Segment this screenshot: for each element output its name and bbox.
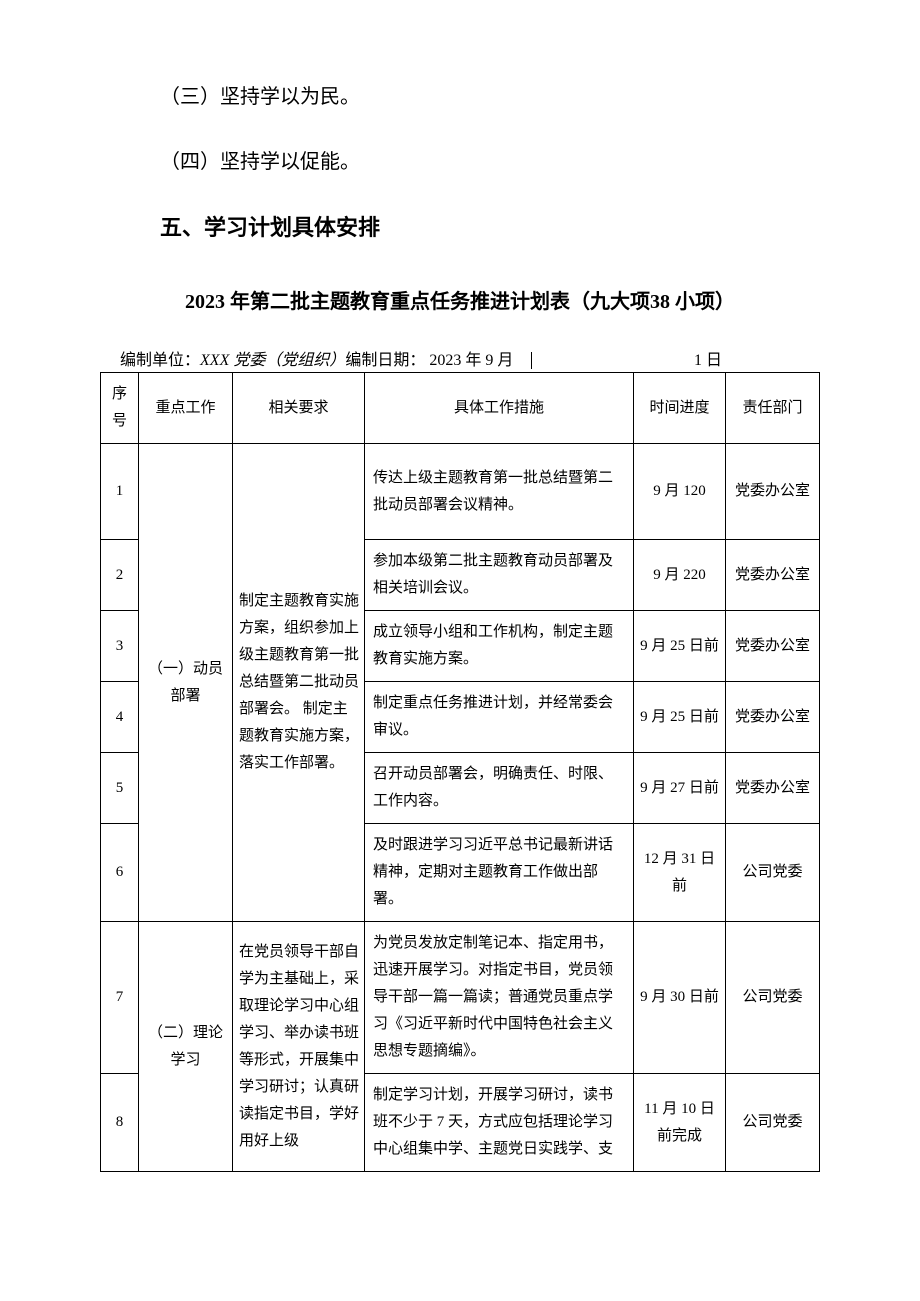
- cell-measure: 为党员发放定制笔记本、指定用书，迅速开展学习。对指定书目，党员领导干部一篇一篇读…: [365, 922, 634, 1074]
- th-req: 相关要求: [233, 373, 365, 444]
- paragraph-3: （三）坚持学以为民。: [100, 80, 820, 109]
- cell-time: 9 月 30 日前: [634, 922, 726, 1074]
- section-heading-5: 五、学习计划具体安排: [100, 210, 820, 242]
- meta-row: 编制单位：XXX 党委（党组织）编制日期：2023 年 9 月 1 日: [100, 350, 820, 372]
- meta-unit: 编制单位：XXX 党委（党组织）编制日期：2023 年 9 月: [120, 350, 680, 372]
- cell-seq: 4: [101, 682, 139, 753]
- cell-seq: 5: [101, 753, 139, 824]
- th-measure: 具体工作措施: [365, 373, 634, 444]
- cell-dept: 公司党委: [726, 824, 820, 922]
- cell-time: 9 月 120: [634, 444, 726, 540]
- cell-seq: 7: [101, 922, 139, 1074]
- cell-dept: 党委办公室: [726, 444, 820, 540]
- cell-dept: 党委办公室: [726, 682, 820, 753]
- cell-focus-group2: （二）理论学习: [139, 922, 233, 1172]
- cell-measure: 参加本级第二批主题教育动员部署及相关培训会议。: [365, 540, 634, 611]
- cell-seq: 2: [101, 540, 139, 611]
- cell-measure: 成立领导小组和工作机构，制定主题教育实施方案。: [365, 611, 634, 682]
- plan-table-title: 2023 年第二批主题教育重点任务推进计划表（九大项38 小项）: [100, 278, 820, 326]
- cell-time: 9 月 25 日前: [634, 682, 726, 753]
- th-time: 时间进度: [634, 373, 726, 444]
- cell-dept: 党委办公室: [726, 753, 820, 824]
- cell-dept: 公司党委: [726, 1074, 820, 1172]
- table-header-row: 序号 重点工作 相关要求 具体工作措施 时间进度 责任部门: [101, 373, 820, 444]
- table-row: 1 （一）动员部署 制定主题教育实施方案，组织参加上级主题教育第一批总结暨第二批…: [101, 444, 820, 540]
- cell-time: 12 月 31 日前: [634, 824, 726, 922]
- cell-dept: 党委办公室: [726, 540, 820, 611]
- paragraph-4: （四）坚持学以促能。: [100, 145, 820, 174]
- cell-seq: 8: [101, 1074, 139, 1172]
- cell-time: 11 月 10 日前完成: [634, 1074, 726, 1172]
- cell-req-group2: 在党员领导干部自学为主基础上，采取理论学习中心组学习、举办读书班等形式，开展集中…: [233, 922, 365, 1172]
- cell-measure: 制定学习计划，开展学习研讨，读书班不少于 7 天，方式应包括理论学习中心组集中学…: [365, 1074, 634, 1172]
- cell-dept: 公司党委: [726, 922, 820, 1074]
- cell-req-group1: 制定主题教育实施方案，组织参加上级主题教育第一批总结暨第二批动员部署会。 制定主…: [233, 444, 365, 922]
- cell-measure: 传达上级主题教育第一批总结暨第二批动员部署会议精神。: [365, 444, 634, 540]
- cell-seq: 6: [101, 824, 139, 922]
- cell-time: 9 月 27 日前: [634, 753, 726, 824]
- cell-dept: 党委办公室: [726, 611, 820, 682]
- cell-seq: 3: [101, 611, 139, 682]
- cell-time: 9 月 220: [634, 540, 726, 611]
- meta-date-right: 1 日: [680, 350, 820, 372]
- cell-time: 9 月 25 日前: [634, 611, 726, 682]
- th-dept: 责任部门: [726, 373, 820, 444]
- cell-measure: 召开动员部署会，明确责任、时限、工作内容。: [365, 753, 634, 824]
- meta-date-left: 2023 年 9 月: [425, 352, 532, 369]
- th-focus: 重点工作: [139, 373, 233, 444]
- meta-unit-name: XXX 党委（党组织）: [200, 352, 345, 369]
- cell-measure: 制定重点任务推进计划，并经常委会审议。: [365, 682, 634, 753]
- cell-measure: 及时跟进学习习近平总书记最新讲话精神，定期对主题教育工作做出部署。: [365, 824, 634, 922]
- th-seq: 序号: [101, 373, 139, 444]
- table-row: 7 （二）理论学习 在党员领导干部自学为主基础上，采取理论学习中心组学习、举办读…: [101, 922, 820, 1074]
- plan-table: 序号 重点工作 相关要求 具体工作措施 时间进度 责任部门 1 （一）动员部署 …: [100, 372, 820, 1172]
- meta-unit-prefix: 编制单位：: [120, 352, 200, 369]
- cell-seq: 1: [101, 444, 139, 540]
- meta-date-label: 编制日期：: [345, 352, 425, 369]
- cell-focus-group1: （一）动员部署: [139, 444, 233, 922]
